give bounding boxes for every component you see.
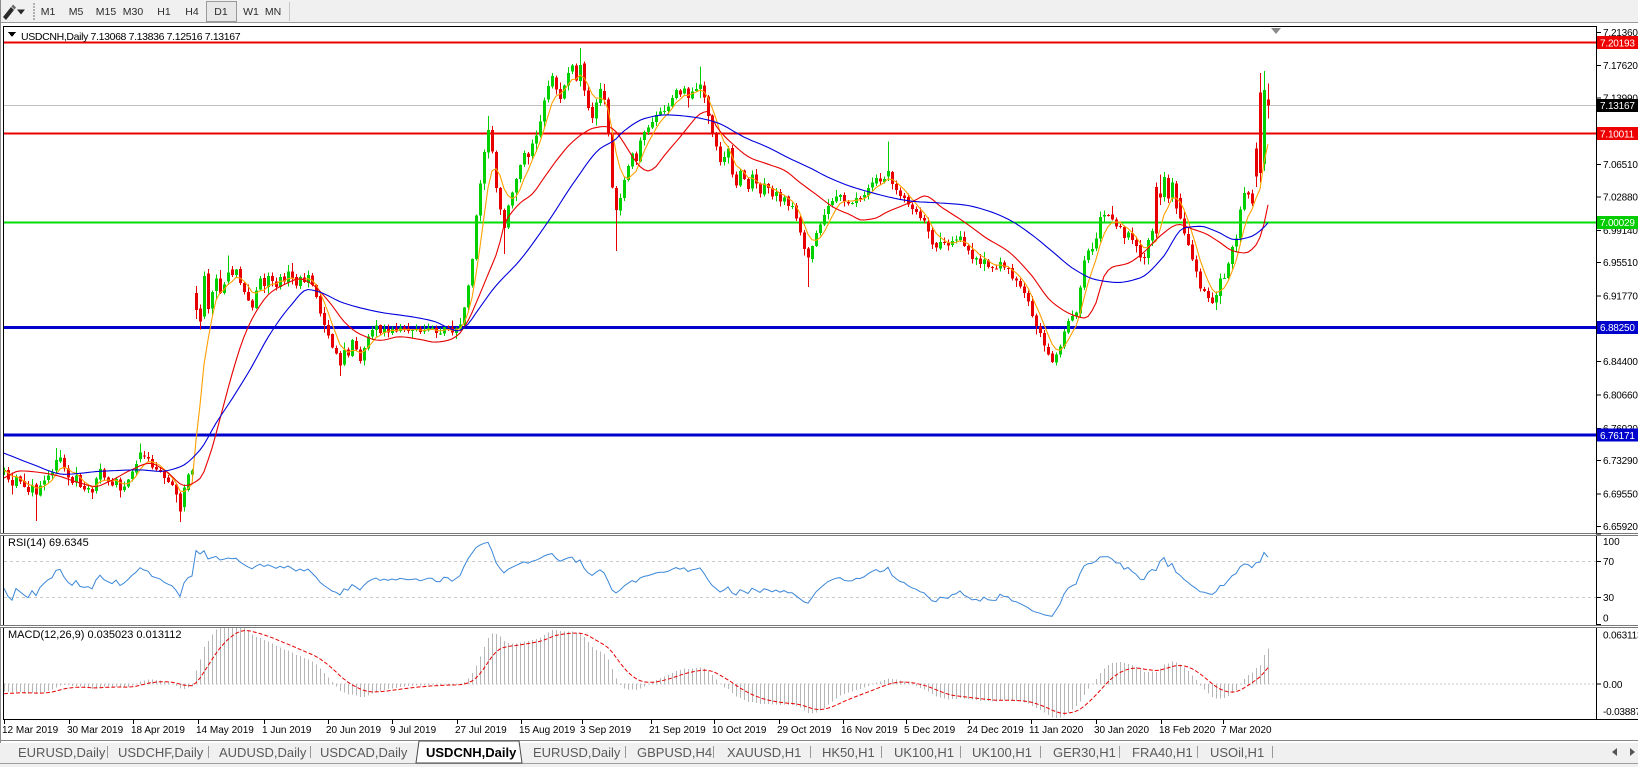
svg-text:21 Sep 2019: 21 Sep 2019 xyxy=(649,725,706,736)
svg-text:EURUSD,Daily: EURUSD,Daily xyxy=(533,745,621,760)
svg-text:GBPUSD,H4: GBPUSD,H4 xyxy=(637,745,712,760)
svg-text:6.73290: 6.73290 xyxy=(1603,456,1638,467)
svg-text:7.10011: 7.10011 xyxy=(1600,129,1635,140)
svg-text:6.80660: 6.80660 xyxy=(1603,391,1638,402)
svg-text:5 Dec 2019: 5 Dec 2019 xyxy=(904,725,956,736)
svg-text:H4: H4 xyxy=(185,6,199,18)
svg-text:29 Oct 2019: 29 Oct 2019 xyxy=(777,725,832,736)
svg-text:M1: M1 xyxy=(41,6,56,18)
svg-text:7.21360: 7.21360 xyxy=(1603,28,1638,39)
svg-text:6.95510: 6.95510 xyxy=(1603,258,1638,269)
svg-text:EURUSD,Daily: EURUSD,Daily xyxy=(18,745,106,760)
svg-text:FRA40,H1: FRA40,H1 xyxy=(1132,745,1193,760)
svg-text:6.76171: 6.76171 xyxy=(1600,431,1635,442)
svg-text:18 Apr 2019: 18 Apr 2019 xyxy=(131,725,185,736)
svg-text:USDCAD,Daily: USDCAD,Daily xyxy=(320,745,408,760)
svg-text:0: 0 xyxy=(1603,614,1609,625)
svg-text:UK100,H1: UK100,H1 xyxy=(894,745,954,760)
svg-text:6.91770: 6.91770 xyxy=(1603,292,1638,303)
svg-text:11 Jan 2020: 11 Jan 2020 xyxy=(1029,725,1084,736)
svg-text:6.99140: 6.99140 xyxy=(1603,226,1638,237)
svg-text:7.02880: 7.02880 xyxy=(1603,193,1638,204)
svg-text:USDCHF,Daily: USDCHF,Daily xyxy=(118,745,204,760)
svg-text:16 Nov 2019: 16 Nov 2019 xyxy=(841,725,898,736)
svg-text:7.17620: 7.17620 xyxy=(1603,61,1638,72)
svg-text:7.00029: 7.00029 xyxy=(1600,218,1635,229)
svg-text:M15: M15 xyxy=(96,6,117,18)
svg-text:XAUUSD,H1: XAUUSD,H1 xyxy=(727,745,801,760)
svg-text:-0.038872: -0.038872 xyxy=(1603,707,1638,718)
svg-text:W1: W1 xyxy=(243,6,259,18)
svg-text:6.84400: 6.84400 xyxy=(1603,357,1638,368)
svg-text:M5: M5 xyxy=(69,6,84,18)
svg-text:3 Sep 2019: 3 Sep 2019 xyxy=(580,725,632,736)
svg-text:30 Mar 2019: 30 Mar 2019 xyxy=(67,725,124,736)
svg-text:70: 70 xyxy=(1603,557,1615,568)
svg-text:MACD(12,26,9) 0.035023 0.01311: MACD(12,26,9) 0.035023 0.013112 xyxy=(8,629,181,641)
svg-text:H1: H1 xyxy=(157,6,171,18)
svg-text:D1: D1 xyxy=(214,6,228,18)
svg-text:6.88250: 6.88250 xyxy=(1600,323,1635,334)
svg-text:GER30,H1: GER30,H1 xyxy=(1053,745,1116,760)
svg-text:USOil,H1: USOil,H1 xyxy=(1210,745,1264,760)
svg-text:AUDUSD,Daily: AUDUSD,Daily xyxy=(219,745,307,760)
svg-text:9 Jul 2019: 9 Jul 2019 xyxy=(390,725,437,736)
svg-text:6.65920: 6.65920 xyxy=(1603,522,1638,533)
svg-text:24 Dec 2019: 24 Dec 2019 xyxy=(967,725,1024,736)
svg-text:15 Aug 2019: 15 Aug 2019 xyxy=(519,725,576,736)
svg-text:0.063113: 0.063113 xyxy=(1603,630,1638,641)
svg-text:20 Jun 2019: 20 Jun 2019 xyxy=(326,725,381,736)
svg-text:1 Jun 2019: 1 Jun 2019 xyxy=(262,725,312,736)
svg-text:100: 100 xyxy=(1603,537,1620,548)
svg-text:UK100,H1: UK100,H1 xyxy=(972,745,1032,760)
svg-text:14 May 2019: 14 May 2019 xyxy=(196,725,254,736)
svg-text:12 Mar 2019: 12 Mar 2019 xyxy=(2,725,59,736)
svg-text:7.13167: 7.13167 xyxy=(1600,101,1635,112)
svg-text:7 Mar 2020: 7 Mar 2020 xyxy=(1221,725,1272,736)
svg-text:30 Jan 2020: 30 Jan 2020 xyxy=(1094,725,1149,736)
svg-text:MN: MN xyxy=(265,6,281,18)
svg-text:0.00: 0.00 xyxy=(1603,680,1623,691)
svg-text:6.69550: 6.69550 xyxy=(1603,490,1638,501)
svg-text:30: 30 xyxy=(1603,593,1615,604)
svg-text:10 Oct 2019: 10 Oct 2019 xyxy=(712,725,767,736)
svg-text:RSI(14) 69.6345: RSI(14) 69.6345 xyxy=(8,537,89,549)
svg-text:USDCNH,Daily: USDCNH,Daily xyxy=(426,745,517,760)
svg-text:HK50,H1: HK50,H1 xyxy=(822,745,875,760)
svg-text:7.06510: 7.06510 xyxy=(1603,160,1638,171)
svg-text:M30: M30 xyxy=(123,6,144,18)
svg-text:7.20193: 7.20193 xyxy=(1600,39,1635,50)
svg-text:27 Jul 2019: 27 Jul 2019 xyxy=(455,725,507,736)
svg-text:USDCNH,Daily 7.13068 7.13836: USDCNH,Daily 7.13068 7.13836 7.12516 7.1… xyxy=(21,31,241,43)
svg-text:18 Feb 2020: 18 Feb 2020 xyxy=(1159,725,1216,736)
